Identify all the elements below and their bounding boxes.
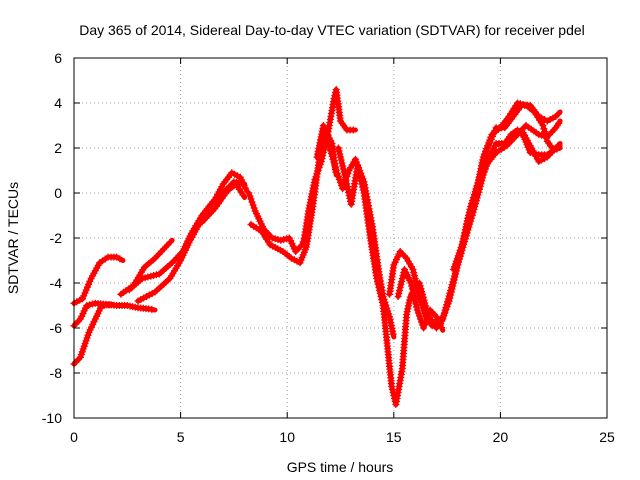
x-tick-label: 20 [493,429,509,445]
series-track-r [462,99,563,237]
series-track-s [509,126,563,165]
series-track-g [198,180,248,226]
y-tick-label: -2 [50,230,63,246]
series-markers [334,144,414,408]
series-track-l [334,144,414,408]
y-tick-label: 4 [54,95,62,111]
series-markers [245,189,311,255]
y-tick-label: -4 [50,275,63,291]
series-track-j [300,86,358,242]
series-markers [386,248,443,330]
series-markers [198,180,247,226]
x-tick-label: 10 [279,429,295,445]
y-tick-label: 2 [54,140,62,156]
y-tick-label: -10 [42,410,62,426]
x-tick-label: 15 [386,429,402,445]
y-tick-label: -6 [50,320,63,336]
series-markers [509,126,562,165]
y-tick-label: 0 [54,185,62,201]
data-series [70,86,563,408]
y-tick-label: 6 [54,50,62,66]
axis-ticks: 0 5 10 15 20 25 -10 -8 -6 -4 -2 0 2 4 6 [42,50,615,445]
y-axis-label: SDTVAR / TECUs [5,182,21,294]
x-tick-label: 0 [70,429,78,445]
y-tick-label: -8 [50,365,63,381]
chart-title: Day 365 of 2014, Sidereal Day-to-day VTE… [79,22,585,38]
x-tick-label: 5 [177,429,185,445]
series-markers [462,99,561,237]
x-axis-label: GPS time / hours [287,459,394,475]
series-track-h [245,189,311,255]
x-tick-label: 25 [599,429,615,445]
series-markers [300,86,357,242]
